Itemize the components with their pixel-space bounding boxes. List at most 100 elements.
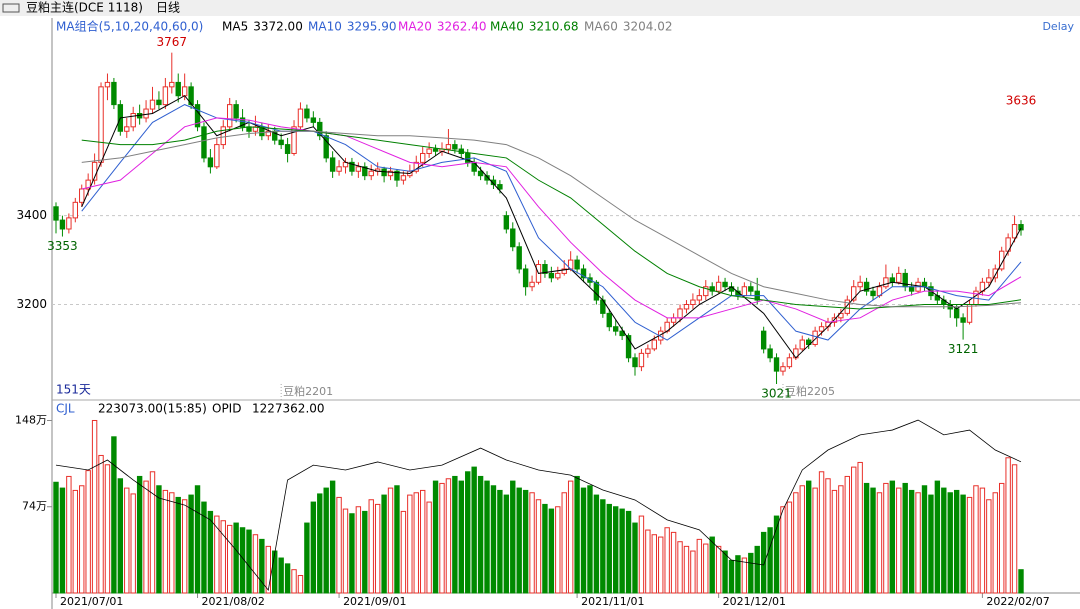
candle-body xyxy=(201,126,207,159)
volume-bar xyxy=(690,550,696,594)
volume-bar xyxy=(748,552,754,594)
ma-line xyxy=(81,130,1022,308)
candle-body xyxy=(194,104,201,128)
volume-bar xyxy=(1011,464,1018,594)
volume-bar xyxy=(883,482,889,594)
volume-bar xyxy=(136,475,143,594)
volume-bar xyxy=(85,470,91,594)
candle-body xyxy=(394,170,400,181)
volume-bar xyxy=(896,487,902,594)
volume-info: 223073.00(15:85) xyxy=(98,402,207,416)
candle-body xyxy=(503,215,510,230)
candle-body xyxy=(239,117,246,128)
volume-bar xyxy=(227,524,233,594)
candle-body xyxy=(632,357,638,368)
volume-bar xyxy=(79,485,85,594)
volume-bar xyxy=(986,499,992,594)
period[interactable]: 日线 xyxy=(156,1,180,15)
legend-name: MA10 xyxy=(308,20,342,34)
volume-bar xyxy=(793,492,799,594)
volume-bar xyxy=(394,485,400,594)
volume-bar xyxy=(613,506,619,594)
title-bar xyxy=(0,0,1080,16)
volume-bar xyxy=(600,499,606,594)
volume-bar xyxy=(329,480,336,594)
volume-bar xyxy=(889,480,896,594)
volume-bar xyxy=(207,510,214,594)
candle-body xyxy=(484,175,490,181)
candle-body xyxy=(960,317,966,323)
volume-bar xyxy=(304,522,310,594)
volume-bar xyxy=(966,496,973,594)
candle-body xyxy=(806,339,812,345)
volume-bar xyxy=(754,545,760,594)
candle-body xyxy=(188,86,194,106)
candle-body xyxy=(72,201,78,219)
candle-body xyxy=(767,348,773,359)
volume-bar xyxy=(323,487,329,594)
candle-body xyxy=(79,188,85,203)
candle-body xyxy=(465,152,471,163)
volume-bar xyxy=(529,492,535,594)
candle-body xyxy=(870,290,876,297)
volume-bar xyxy=(542,503,548,594)
candle-body xyxy=(98,86,104,163)
candle-body xyxy=(709,286,715,292)
volume-bar xyxy=(471,466,477,594)
candle-body xyxy=(883,277,889,288)
volume-bar xyxy=(310,501,317,594)
candle-body xyxy=(696,295,703,301)
volume-bar xyxy=(844,475,850,594)
volume-bar xyxy=(355,506,362,594)
volume-bar xyxy=(1018,569,1024,594)
candle-body xyxy=(426,148,432,154)
volume-bar xyxy=(780,506,786,594)
candle-body xyxy=(130,113,136,128)
volume-bar xyxy=(143,480,149,594)
candle-body xyxy=(986,277,992,283)
volume-bar xyxy=(625,510,632,594)
volume-bar xyxy=(111,436,117,594)
candle-body xyxy=(162,86,169,106)
volume-bar xyxy=(336,496,342,594)
volume-bar xyxy=(561,492,567,594)
volume-name[interactable]: CJL xyxy=(56,402,75,416)
volume-bar xyxy=(465,471,471,594)
candle-body xyxy=(645,348,651,354)
volume-bar xyxy=(921,485,928,594)
volume-bar xyxy=(156,485,162,594)
volume-bar xyxy=(941,487,947,594)
volume-bar xyxy=(760,531,767,594)
candle-body xyxy=(432,148,439,152)
volume-bar xyxy=(124,487,130,594)
volume-bar xyxy=(863,482,870,594)
candle-body xyxy=(780,366,786,372)
candle-body xyxy=(413,161,419,172)
candle-body xyxy=(156,99,162,106)
volume-bar xyxy=(490,485,497,594)
volume-bar xyxy=(374,503,381,594)
candle-body xyxy=(284,144,291,154)
candle-body xyxy=(362,166,368,177)
volume-bar xyxy=(574,475,580,594)
candle-body xyxy=(355,166,362,172)
candle-body xyxy=(227,104,233,128)
candle-body xyxy=(896,272,902,283)
volume-bar xyxy=(214,515,220,594)
volume-bar xyxy=(799,485,805,594)
volume-bar xyxy=(580,487,587,594)
oi-line xyxy=(55,419,1022,592)
legend-value: 3210.68 xyxy=(529,20,579,34)
candle-body xyxy=(297,108,304,128)
candle-body xyxy=(329,157,336,172)
volume-bar xyxy=(272,550,278,594)
volume-bar xyxy=(407,494,413,594)
volume-bar xyxy=(194,485,201,594)
candle-body xyxy=(265,130,272,137)
candle-body xyxy=(715,281,722,292)
volume-bar xyxy=(452,475,458,594)
ma-title[interactable]: MA组合(5,10,20,40,60,0) xyxy=(56,19,203,34)
volume-bar xyxy=(709,536,715,594)
volume-bar xyxy=(677,541,683,594)
volume-bar xyxy=(265,545,272,594)
